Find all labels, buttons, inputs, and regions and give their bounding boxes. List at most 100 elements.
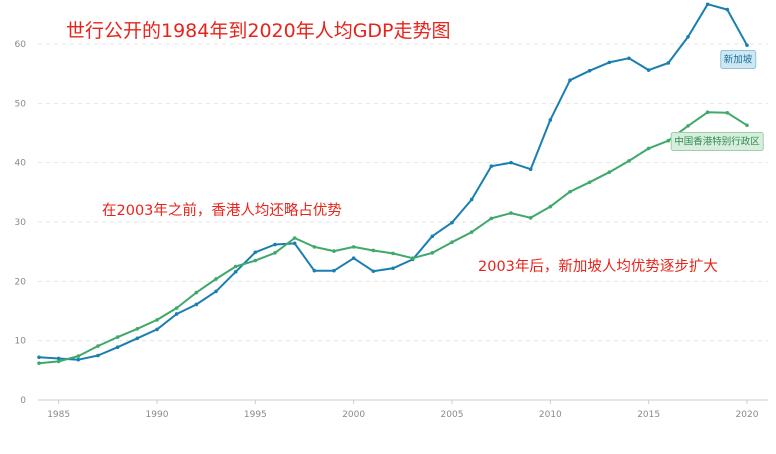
data-point — [489, 164, 494, 169]
data-point — [528, 167, 533, 171]
data-point — [135, 327, 140, 331]
data-point — [292, 236, 297, 240]
data-point — [568, 78, 572, 82]
end-label-box — [720, 50, 757, 69]
data-point — [627, 56, 631, 61]
data-point — [568, 189, 572, 194]
data-point — [115, 335, 120, 339]
data-point — [312, 245, 317, 249]
series-lines — [37, 2, 749, 366]
data-point — [391, 266, 395, 271]
data-point — [253, 258, 258, 263]
data-point — [96, 353, 100, 358]
axes: 0 10 20 30 40 50 60 1985 1990 1995 2000 2005 2010 201… — [15, 40, 768, 420]
data-point — [607, 170, 612, 174]
data-point — [686, 124, 690, 128]
y-tick-label: 40 — [15, 159, 27, 169]
data-point — [430, 251, 435, 255]
data-point — [666, 61, 671, 65]
chart-title: 世行公开的1984年到2020年人均GDP走势图 — [66, 20, 451, 42]
data-point — [469, 197, 474, 202]
data-point — [332, 249, 336, 253]
data-point — [686, 35, 690, 39]
data-point — [745, 123, 749, 128]
end-label-text: 新加坡 — [724, 54, 753, 66]
data-point — [351, 256, 356, 260]
series-line-hongkong — [38, 111, 748, 365]
data-point — [528, 216, 533, 220]
annotation-after-2003: 2003年后，新加坡人均优势逐步扩大 — [478, 259, 718, 275]
data-point — [509, 211, 513, 215]
y-tick-label: 0 — [20, 396, 26, 406]
end-label-singapore: 新加坡 — [720, 50, 757, 69]
data-point — [410, 256, 415, 260]
data-point — [76, 357, 81, 362]
data-point — [548, 204, 553, 209]
data-point — [155, 318, 159, 322]
data-point — [292, 241, 297, 246]
data-point — [37, 361, 41, 366]
data-point — [725, 111, 730, 115]
data-point — [469, 230, 474, 234]
data-point — [450, 240, 454, 244]
y-tick-label: 10 — [15, 337, 27, 347]
data-point — [233, 264, 238, 269]
data-point — [253, 250, 258, 255]
data-point — [233, 270, 238, 274]
series-line-singapore — [38, 3, 748, 361]
data-point — [607, 60, 612, 65]
data-point — [332, 268, 336, 273]
data-point — [214, 289, 218, 294]
data-point — [646, 146, 651, 151]
x-tick-label: 2000 — [342, 410, 365, 420]
data-point — [745, 43, 749, 47]
x-tick-label: 2010 — [539, 410, 562, 420]
data-point — [194, 290, 199, 295]
data-point — [174, 306, 179, 310]
annotation-before-2003: 在2003年之前，香港人均还略占优势 — [102, 203, 342, 219]
data-point — [391, 251, 395, 256]
data-point — [273, 251, 277, 255]
x-tick-label: 1995 — [244, 410, 267, 420]
data-point — [548, 118, 553, 122]
data-point — [273, 242, 277, 247]
x-tick-label: 1990 — [146, 410, 169, 420]
x-tick-label: 2020 — [736, 410, 759, 420]
end-label-box — [670, 132, 764, 151]
y-tick-label: 20 — [15, 277, 27, 287]
data-point — [587, 68, 592, 73]
data-point — [214, 277, 218, 281]
data-point — [312, 268, 317, 273]
data-point — [627, 159, 631, 163]
x-tick-label: 2015 — [637, 410, 660, 420]
data-point — [646, 68, 651, 72]
data-point — [56, 359, 61, 364]
end-label-hongkong: 中国香港特别行政区 — [670, 132, 764, 151]
data-point — [76, 354, 81, 358]
data-point — [194, 302, 199, 307]
end-label-text: 中国香港特别行政区 — [674, 136, 760, 148]
data-point — [725, 7, 730, 12]
data-point — [351, 245, 356, 249]
y-tick-label: 50 — [15, 99, 27, 109]
data-point — [371, 248, 376, 253]
data-point — [705, 110, 710, 115]
data-point — [430, 234, 435, 239]
y-tick-label: 60 — [15, 40, 27, 50]
data-point — [587, 180, 592, 185]
data-point — [115, 345, 120, 349]
data-point — [371, 269, 376, 274]
data-point — [509, 160, 513, 165]
data-point — [37, 355, 41, 360]
data-point — [56, 356, 61, 361]
data-point — [174, 312, 179, 316]
y-tick-label: 30 — [15, 218, 27, 228]
data-point — [489, 216, 494, 221]
data-point — [705, 2, 710, 7]
data-point — [96, 344, 100, 348]
x-tick-label: 2005 — [441, 410, 464, 420]
data-point — [155, 327, 159, 332]
data-point — [666, 138, 671, 143]
